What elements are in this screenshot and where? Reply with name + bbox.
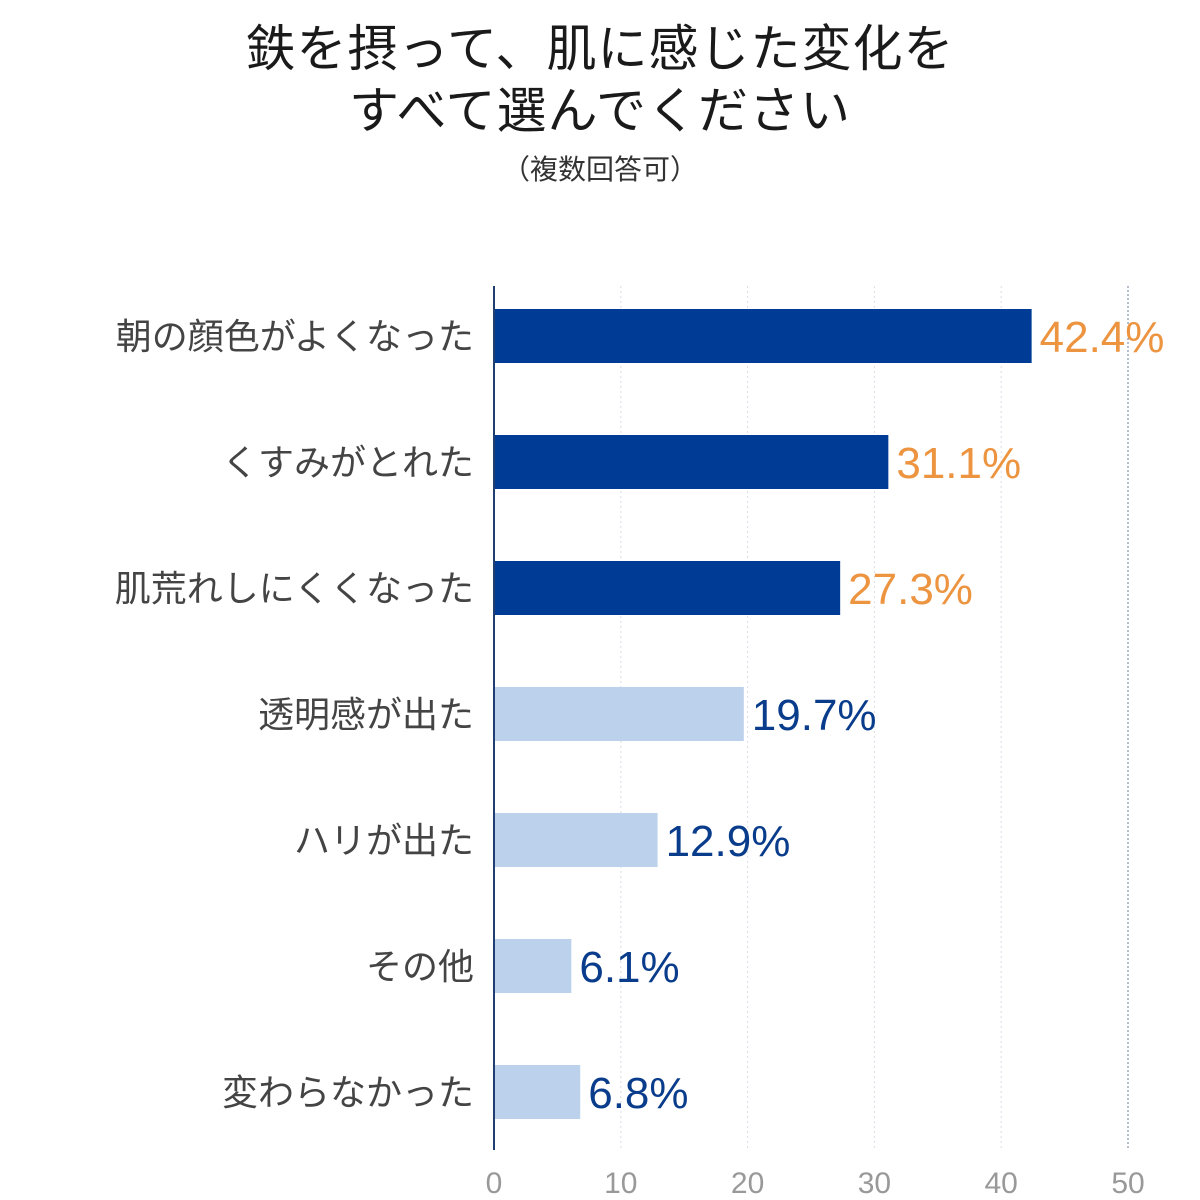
value-label-4: 19.7% bbox=[752, 691, 877, 740]
category-label-1: 朝の顔色がよくなった bbox=[116, 317, 474, 358]
chart-title-line-2: すべて選んでください bbox=[349, 82, 851, 140]
value-label-7: 6.8% bbox=[588, 1069, 688, 1118]
bar-1 bbox=[494, 309, 1032, 363]
value-label-6: 6.1% bbox=[579, 943, 679, 992]
x-tick-label-30: 30 bbox=[858, 1167, 891, 1200]
value-label-1: 42.4% bbox=[1040, 313, 1165, 362]
category-label-2: くすみがとれた bbox=[222, 443, 474, 484]
category-label-6: その他 bbox=[366, 947, 474, 988]
value-label-2: 31.1% bbox=[896, 439, 1021, 488]
bar-3 bbox=[494, 561, 841, 615]
x-tick-label-20: 20 bbox=[731, 1167, 764, 1200]
chart-title-block: 鉄を摂って、肌に感じた変化を すべて選んでください （複数回答可） bbox=[0, 18, 1200, 190]
x-tick-label-0: 0 bbox=[486, 1167, 503, 1200]
category-label-3: 肌荒れしにくくなった bbox=[115, 569, 474, 610]
x-tick-label-50: 50 bbox=[1111, 1167, 1144, 1200]
bar-4 bbox=[494, 687, 744, 741]
category-label-4: 透明感が出た bbox=[258, 695, 474, 736]
chart-title-line-1: 鉄を摂って、肌に感じた変化を bbox=[245, 20, 955, 78]
bar-7 bbox=[494, 1065, 581, 1119]
bar-6 bbox=[494, 939, 572, 993]
category-label-5: ハリが出た bbox=[294, 821, 474, 862]
value-label-3: 27.3% bbox=[848, 565, 973, 614]
category-label-7: 変わらなかった bbox=[222, 1073, 474, 1114]
x-tick-label-40: 40 bbox=[985, 1167, 1018, 1200]
value-label-5: 12.9% bbox=[666, 817, 791, 866]
x-tick-label-10: 10 bbox=[604, 1167, 637, 1200]
chart-subtitle: （複数回答可） bbox=[501, 153, 698, 186]
bar-2 bbox=[494, 435, 889, 489]
bar-5 bbox=[494, 813, 658, 867]
